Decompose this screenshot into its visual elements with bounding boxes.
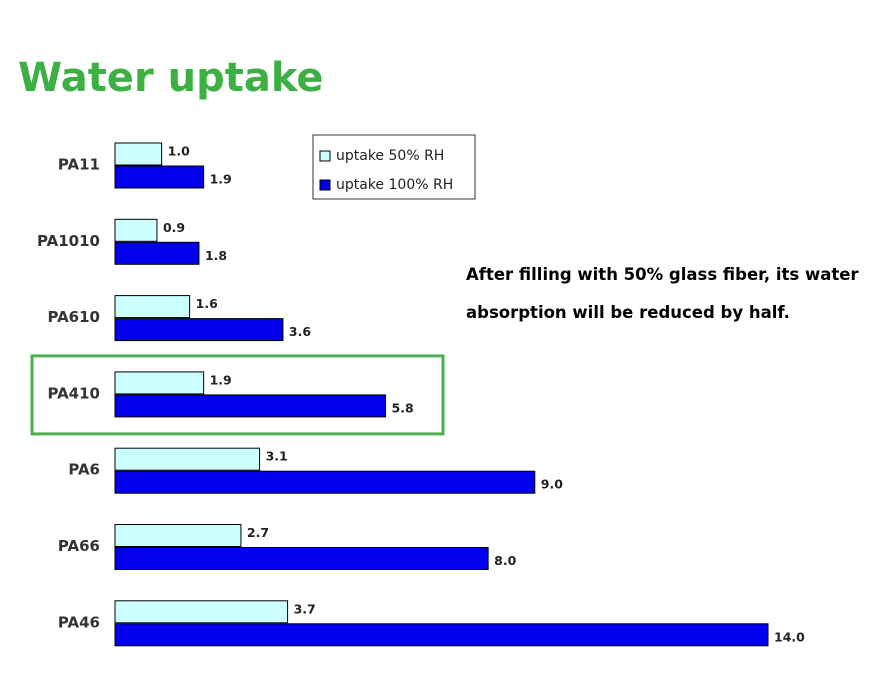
y-tick-label: PA410: [47, 384, 100, 402]
value-label: 8.0: [494, 553, 516, 568]
legend-swatch: [319, 150, 331, 162]
bar: [114, 241, 200, 265]
bar: [114, 165, 205, 189]
y-tick-label: PA46: [58, 613, 100, 631]
value-label: 2.7: [247, 525, 269, 540]
value-label: 14.0: [774, 629, 805, 644]
bar: [114, 524, 242, 547]
y-tick-label: PA610: [47, 308, 100, 326]
highlight-box: [30, 354, 445, 436]
value-label: 1.9: [210, 172, 232, 187]
value-label: 9.0: [541, 477, 563, 492]
y-tick-label: PA66: [58, 537, 100, 555]
bar: [114, 547, 489, 570]
y-tick-label: PA6: [68, 461, 100, 479]
legend-label: uptake 100% RH: [336, 177, 453, 193]
bar: [114, 470, 536, 494]
legend-box: [312, 134, 476, 200]
value-label: 1.0: [168, 144, 190, 159]
bar: [114, 295, 191, 319]
y-tick-label: PA11: [58, 156, 100, 174]
bar: [114, 371, 205, 395]
bar: [114, 394, 387, 418]
bar: [114, 218, 158, 242]
value-label: 3.7: [294, 601, 316, 616]
bar: [114, 623, 769, 647]
chart-title: Water uptake: [18, 55, 323, 101]
bar: [114, 447, 261, 471]
value-label: 3.1: [266, 449, 288, 464]
bar: [114, 318, 284, 342]
value-label: 1.6: [196, 296, 218, 311]
value-label: 0.9: [163, 220, 185, 235]
value-label: 5.8: [392, 400, 414, 415]
y-tick-label: PA1010: [37, 232, 100, 250]
value-label: 3.6: [289, 324, 311, 339]
bar: [114, 142, 163, 166]
bar: [114, 600, 289, 624]
value-label: 1.8: [205, 248, 227, 263]
value-label: 1.9: [210, 372, 232, 387]
legend-label: uptake 50% RH: [336, 148, 444, 164]
legend-swatch: [319, 179, 331, 191]
annotation: After filling with 50% glass fiber, its …: [466, 265, 859, 322]
